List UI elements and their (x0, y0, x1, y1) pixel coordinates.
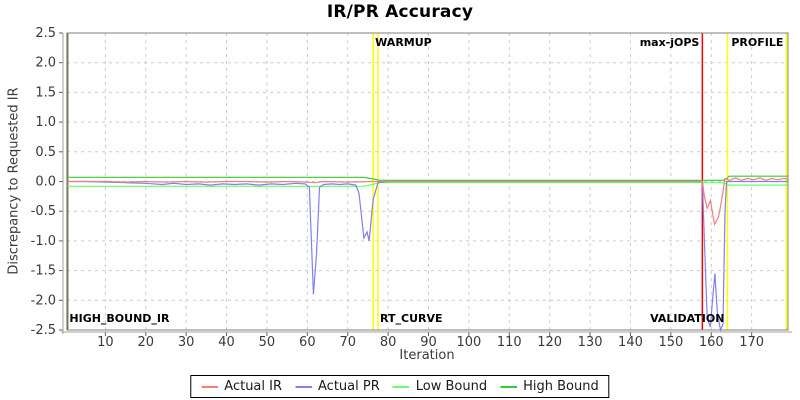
axis-ticks (59, 32, 792, 336)
legend-label: Actual PR (318, 379, 380, 394)
y-tick-label: -1.0 (31, 234, 56, 249)
legend-swatch-low-bound (392, 385, 410, 388)
chart-title: IR/PR Accuracy (326, 2, 474, 22)
series (67, 175, 789, 333)
x-tick-label: 60 (299, 335, 316, 350)
legend-label: Actual IR (224, 379, 283, 394)
marker-label-rt-curve: RT_CURVE (380, 312, 442, 325)
x-tick-label: 80 (380, 335, 397, 350)
marker-label-profile: PROFILE (731, 36, 783, 49)
y-tick-label: 2.0 (35, 56, 56, 71)
x-tick-label: 160 (699, 335, 724, 350)
x-tick-label: 130 (578, 335, 603, 350)
legend-item-actual-ir: Actual IR (201, 379, 282, 394)
x-tick-label: 70 (339, 335, 356, 350)
phase-marker-labels: HIGH_BOUND_IR WARMUP RT_CURVE max-jOPS VALID… (69, 36, 783, 325)
x-tick-label: 50 (259, 335, 276, 350)
y-tick-label: -0.5 (31, 204, 56, 219)
legend: Actual IR Actual PR Low Bound High Bound (190, 375, 610, 398)
legend-item-actual-pr: Actual PR (295, 379, 380, 394)
x-tick-label: 40 (218, 335, 235, 350)
y-tick-label: 2.5 (35, 26, 56, 41)
legend-swatch-actual-pr (295, 385, 313, 388)
y-tick-label: -2.0 (31, 293, 56, 308)
x-tick-label: 100 (456, 335, 481, 350)
marker-label-high-bound-ir: HIGH_BOUND_IR (69, 312, 170, 325)
x-axis-title: Iteration (399, 348, 455, 363)
x-tick-label: 90 (420, 335, 437, 350)
y-tick-label: -2.5 (31, 323, 56, 338)
legend-item-high-bound: High Bound (500, 379, 599, 394)
marker-label-max-jops: max-jOPS (640, 36, 700, 49)
marker-label-validation: VALIDATION (650, 312, 724, 325)
plot-border (66, 32, 789, 331)
marker-label-warmup: WARMUP (375, 36, 432, 49)
series-line-actual-ir (67, 177, 789, 227)
legend-label: Low Bound (415, 379, 488, 394)
y-tick-label: 1.5 (35, 85, 56, 100)
x-tick-label: 140 (618, 335, 643, 350)
series-line-actual-pr (67, 180, 788, 333)
x-tick-label: 30 (178, 335, 195, 350)
legend-swatch-high-bound (500, 385, 518, 388)
x-tick-label: 20 (137, 335, 154, 350)
y-tick-label: 0.0 (35, 175, 56, 190)
legend-item-low-bound: Low Bound (392, 379, 488, 394)
y-tick-label: 0.5 (35, 145, 56, 160)
x-tick-label: 170 (739, 335, 764, 350)
x-tick-label: 110 (497, 335, 522, 350)
tick-labels: 2.5 2.0 1.5 1.0 0.5 0.0 -0.5 -1.0 -1.5 -2.0 -2.5 10… (31, 26, 764, 350)
y-tick-label: 1.0 (35, 115, 56, 130)
x-tick-label: 10 (97, 335, 114, 350)
legend-swatch-actual-ir (201, 385, 219, 388)
legend-label: High Bound (523, 379, 599, 394)
series-line-high-bound (67, 175, 788, 181)
y-tick-label: -1.5 (31, 264, 56, 279)
x-tick-label: 120 (537, 335, 562, 350)
x-tick-label: 150 (658, 335, 683, 350)
